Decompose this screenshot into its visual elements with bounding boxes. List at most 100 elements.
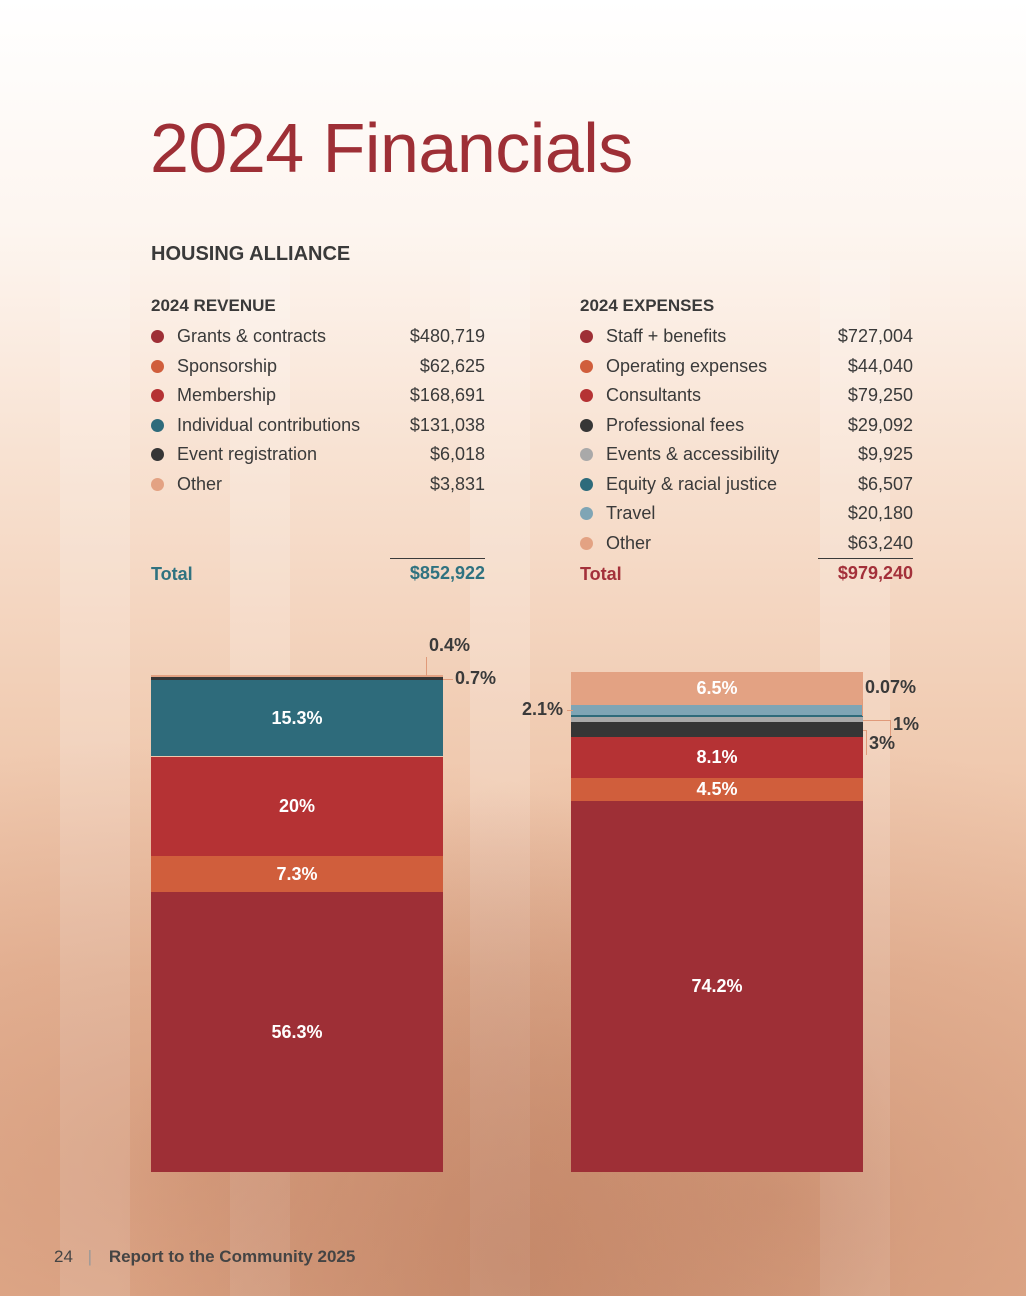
data-label: 20% xyxy=(278,795,316,816)
expenses-legend-item: Travel $20,180 xyxy=(580,499,913,529)
legend-label: Professional fees xyxy=(606,414,745,435)
bar-segment: 7.3% xyxy=(151,855,443,893)
data-label: 7.3% xyxy=(276,863,318,884)
bar-segment xyxy=(571,704,863,716)
legend-label: Sponsorship xyxy=(177,355,278,376)
revenue-legend: 2024 REVENUE Grants & contracts $480,719 S… xyxy=(151,296,485,499)
data-label: 56.3% xyxy=(271,1021,323,1042)
data-label: 74.2% xyxy=(691,975,743,996)
legend-dot-icon xyxy=(580,359,593,373)
legend-dot-icon xyxy=(151,359,164,373)
legend-label: Staff + benefits xyxy=(606,326,727,347)
expenses-legend-item: Consultants $79,250 xyxy=(580,381,913,411)
legend-value: $6,507 xyxy=(857,473,913,494)
legend-value: $9,925 xyxy=(857,444,913,465)
legend-value: $62,625 xyxy=(419,355,485,376)
revenue-total-label: Total xyxy=(151,563,193,584)
bar-segment xyxy=(571,715,863,718)
legend-dot-icon xyxy=(580,536,593,550)
legend-dot-icon xyxy=(151,448,164,462)
legend-label: Consultants xyxy=(606,385,702,406)
legend-label: Grants & contracts xyxy=(177,326,327,347)
leader-line xyxy=(863,719,891,721)
revenue-legend-item: Grants & contracts $480,719 xyxy=(151,322,485,352)
data-label: 3% xyxy=(869,732,896,753)
leader-line xyxy=(862,699,863,717)
expenses-total-label: Total xyxy=(580,563,622,584)
legend-label: Events & accessibility xyxy=(606,444,780,465)
revenue-total-value: $852,922 xyxy=(390,558,485,585)
footer-separator: | xyxy=(87,1247,93,1266)
bar-segment: 56.3% xyxy=(151,892,443,1172)
bar-segment: 8.1% xyxy=(571,737,863,778)
data-label: 4.5% xyxy=(696,778,738,799)
bar-segment xyxy=(151,675,443,677)
bar-segment: 74.2% xyxy=(571,800,863,1172)
bar-segment xyxy=(151,676,443,681)
legend-dot-icon xyxy=(580,448,593,462)
legend-dot-icon xyxy=(151,330,164,344)
expenses-legend: 2024 EXPENSES Staff + benefits $727,004 Op… xyxy=(580,296,913,558)
expenses-legend-item: Events & accessibility $9,925 xyxy=(580,440,913,470)
legend-value: $44,040 xyxy=(847,355,913,376)
bar-segment: 6.5% xyxy=(571,672,863,705)
page-footer: 24 | Report to the Community 2025 xyxy=(54,1247,355,1267)
legend-dot-icon xyxy=(151,389,164,403)
legend-label: Membership xyxy=(177,385,277,406)
page-title: 2024 Financials xyxy=(150,109,633,187)
legend-label: Other xyxy=(606,532,652,553)
legend-dot-icon xyxy=(580,418,593,432)
legend-dot-icon xyxy=(580,389,593,403)
leader-line xyxy=(426,657,427,676)
organization-name: HOUSING ALLIANCE xyxy=(151,243,351,265)
legend-dot-icon xyxy=(580,477,593,491)
legend-value: $727,004 xyxy=(837,326,913,347)
legend-value: $29,092 xyxy=(847,414,913,435)
legend-label: Travel xyxy=(606,503,656,524)
data-label: 1% xyxy=(893,713,920,734)
leader-line xyxy=(863,729,867,731)
data-label: 8.1% xyxy=(696,747,738,768)
legend-dot-icon xyxy=(580,330,593,344)
legend-value: $480,719 xyxy=(409,326,485,347)
expenses-legend-item: Operating expenses $44,040 xyxy=(580,352,913,382)
expenses-legend-item: Staff + benefits $727,004 xyxy=(580,322,913,352)
expenses-heading: 2024 EXPENSES xyxy=(580,296,715,315)
legend-value: $131,038 xyxy=(409,414,485,435)
legend-label: Event registration xyxy=(177,444,318,465)
page-number: 24 xyxy=(54,1247,73,1266)
expenses-total-value: $979,240 xyxy=(818,558,913,585)
legend-dot-icon xyxy=(580,507,593,521)
data-label: 0.4% xyxy=(429,635,471,655)
expenses-total: Total $979,240 xyxy=(580,558,913,585)
data-label: 0.7% xyxy=(455,667,497,688)
data-label: 6.5% xyxy=(696,678,738,699)
leader-line xyxy=(567,710,573,712)
expenses-legend-item: Other $63,240 xyxy=(580,529,913,559)
bar-segment: 15.3% xyxy=(151,680,443,757)
legend-label: Other xyxy=(177,473,223,494)
revenue-legend-item: Other $3,831 xyxy=(151,470,485,500)
leader-line xyxy=(866,729,867,755)
revenue-legend-item: Membership $168,691 xyxy=(151,381,485,411)
legend-value: $79,250 xyxy=(847,385,913,406)
legend-value: $63,240 xyxy=(847,532,913,553)
data-label: 2.1% xyxy=(521,699,563,720)
revenue-stacked-bar: 56.3% 7.3% 20% 15.3% 0.7% 0.4% xyxy=(151,635,496,1172)
expenses-legend-item: Professional fees $29,092 xyxy=(580,411,913,441)
leader-line xyxy=(890,719,891,736)
data-label: 0.07% xyxy=(865,677,917,698)
bar-segment xyxy=(571,717,863,723)
revenue-total: Total $852,922 xyxy=(151,558,485,585)
revenue-legend-item: Event registration $6,018 xyxy=(151,440,485,470)
expenses-stacked-bar: 74.2% 4.5% 8.1% 6.5% 3% 1% 0.07% 2.1% xyxy=(522,672,919,1172)
legend-dot-icon xyxy=(151,418,164,432)
revenue-heading: 2024 REVENUE xyxy=(151,296,276,315)
revenue-legend-item: Individual contributions $131,038 xyxy=(151,411,485,441)
expenses-legend-item: Equity & racial justice $6,507 xyxy=(580,470,913,500)
revenue-legend-item: Sponsorship $62,625 xyxy=(151,352,485,382)
legend-value: $6,018 xyxy=(429,444,485,465)
legend-value: $20,180 xyxy=(847,503,913,524)
legend-label: Equity & racial justice xyxy=(606,473,778,494)
report-title: Report to the Community 2025 xyxy=(108,1247,356,1266)
